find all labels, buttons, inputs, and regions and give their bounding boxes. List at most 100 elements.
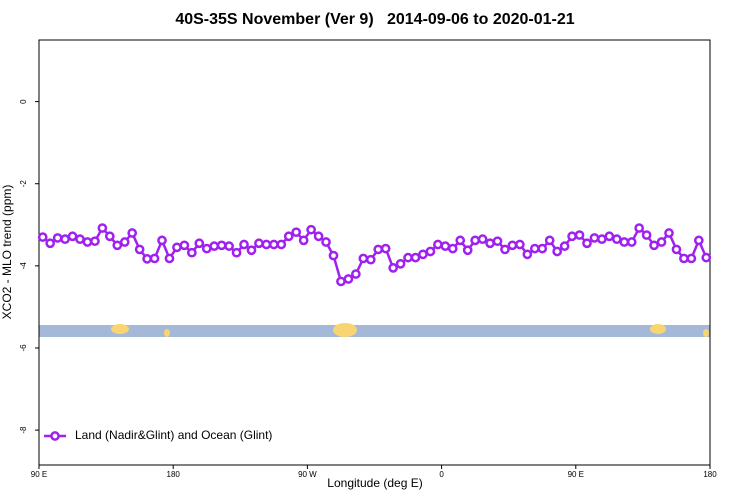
data-point bbox=[626, 237, 637, 247]
data-point bbox=[447, 243, 458, 254]
data-point bbox=[671, 244, 682, 255]
data-point bbox=[209, 241, 220, 251]
land-patch bbox=[703, 329, 709, 337]
data-point bbox=[500, 244, 510, 255]
data-point bbox=[239, 239, 249, 250]
data-point bbox=[522, 249, 533, 260]
data-point bbox=[261, 239, 272, 250]
data-point bbox=[231, 247, 242, 258]
data-point bbox=[298, 235, 309, 246]
y-tick-label: 0 bbox=[19, 99, 28, 104]
data-point bbox=[119, 237, 130, 247]
data-point bbox=[559, 241, 570, 251]
land-patch bbox=[111, 324, 129, 334]
land-patch bbox=[333, 323, 357, 337]
data-point bbox=[470, 235, 480, 246]
data-point bbox=[104, 231, 115, 242]
data-point bbox=[462, 245, 473, 256]
data-point bbox=[149, 253, 160, 264]
data-point bbox=[634, 223, 645, 233]
data-point bbox=[455, 235, 466, 246]
y-tick-label: -4 bbox=[19, 262, 28, 270]
data-point bbox=[365, 254, 376, 265]
ocean-strip bbox=[39, 325, 710, 337]
land-patch bbox=[650, 324, 666, 334]
data-point bbox=[52, 233, 63, 243]
data-point bbox=[574, 230, 585, 240]
data-point bbox=[343, 274, 354, 284]
data-point bbox=[440, 241, 451, 251]
data-point bbox=[693, 235, 704, 246]
data-point bbox=[358, 253, 369, 264]
data-point bbox=[90, 236, 100, 247]
data-point bbox=[604, 231, 615, 242]
data-point bbox=[328, 250, 339, 261]
data-point bbox=[164, 253, 175, 264]
data-point bbox=[679, 253, 689, 264]
data-point bbox=[172, 242, 182, 253]
data-point bbox=[686, 253, 697, 264]
data-point bbox=[254, 238, 264, 249]
data-point bbox=[224, 241, 234, 251]
data-point bbox=[567, 231, 577, 242]
x-tick-label: 90 E bbox=[568, 470, 584, 479]
data-point bbox=[306, 224, 316, 235]
data-point bbox=[112, 240, 123, 251]
data-point bbox=[97, 223, 108, 233]
y-axis-label: XCO2 - MLO trend (ppm) bbox=[0, 185, 14, 320]
x-tick-label: 0 bbox=[439, 470, 444, 479]
x-tick-label: 90 W bbox=[298, 470, 317, 479]
data-point bbox=[246, 245, 257, 256]
data-point bbox=[395, 258, 406, 269]
data-point bbox=[582, 238, 592, 249]
data-point bbox=[276, 239, 287, 250]
data-point bbox=[186, 247, 197, 258]
y-tick-label: -2 bbox=[19, 180, 28, 188]
x-axis-label: Longitude (deg E) bbox=[327, 476, 422, 490]
data-point bbox=[351, 269, 361, 279]
data-point bbox=[477, 234, 488, 245]
data-point bbox=[664, 228, 674, 238]
legend-label: Land (Nadir&Glint) and Ocean (Glint) bbox=[75, 428, 272, 442]
data-point bbox=[157, 235, 167, 246]
data-point bbox=[45, 238, 56, 249]
data-point bbox=[142, 254, 152, 264]
data-point bbox=[134, 244, 145, 255]
data-point bbox=[552, 246, 563, 257]
data-point bbox=[60, 234, 70, 245]
data-point bbox=[380, 243, 391, 254]
data-point bbox=[544, 235, 555, 246]
data-point bbox=[418, 249, 428, 260]
data-point bbox=[201, 243, 212, 254]
data-point bbox=[403, 252, 413, 263]
data-point bbox=[67, 231, 78, 242]
data-point bbox=[537, 243, 548, 254]
data-point bbox=[313, 231, 324, 242]
y-tick-label: -6 bbox=[19, 344, 28, 352]
y-tick-label: -8 bbox=[19, 426, 28, 434]
data-point bbox=[75, 234, 85, 245]
data-point bbox=[291, 227, 302, 238]
data-point bbox=[216, 240, 227, 251]
data-point bbox=[82, 237, 93, 247]
surface-strip bbox=[39, 323, 710, 337]
data-point bbox=[179, 240, 190, 251]
data-point bbox=[597, 234, 607, 245]
x-tick-label: 90 E bbox=[31, 470, 47, 479]
data-point bbox=[194, 238, 205, 249]
data-point bbox=[507, 240, 518, 251]
data-point bbox=[373, 244, 384, 255]
data-point bbox=[321, 237, 331, 247]
legend-marker bbox=[50, 431, 60, 441]
data-point bbox=[619, 237, 630, 247]
x-tick-label: 180 bbox=[703, 470, 717, 479]
data-point bbox=[515, 239, 525, 250]
chart-title: 40S-35S November (Ver 9) 2014-09-06 to 2… bbox=[175, 11, 574, 28]
data-point bbox=[283, 231, 294, 242]
data-point bbox=[492, 236, 503, 247]
data-point bbox=[37, 232, 48, 242]
data-point bbox=[701, 252, 712, 263]
data-point bbox=[388, 263, 398, 273]
data-point bbox=[425, 246, 436, 257]
